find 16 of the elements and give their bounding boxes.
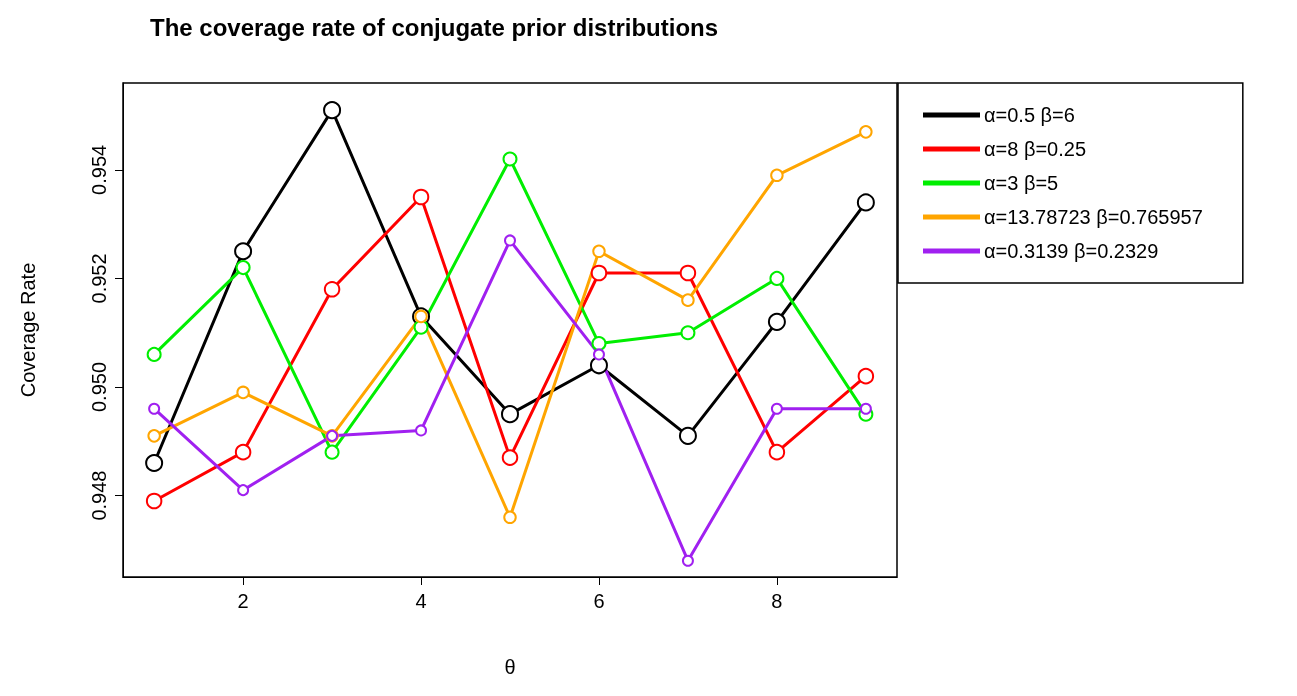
- legend-label: α=0.5 β=6: [984, 104, 1075, 126]
- legend-label: α=13.78723 β=0.765957: [984, 206, 1203, 228]
- x-tick-label: 8: [771, 590, 783, 612]
- y-axis-title: Coverage Rate: [17, 262, 39, 398]
- legend-label: α=0.3139 β=0.2329: [984, 240, 1159, 262]
- x-tick-label: 6: [593, 590, 605, 612]
- legend-label: α=3 β=5: [984, 172, 1059, 194]
- chart-title: The coverage rate of conjugate prior distributions: [150, 13, 719, 41]
- y-tick-label: 0.954: [88, 144, 110, 195]
- y-tick-label: 0.950: [88, 361, 110, 413]
- legend-label: α=8 β=0.25: [984, 138, 1087, 160]
- x-tick-label: 4: [415, 590, 427, 612]
- y-tick-label: 0.948: [88, 470, 110, 521]
- y-tick-label: 0.952: [88, 253, 110, 304]
- x-axis-title: θ: [504, 656, 516, 678]
- x-tick-label: 2: [237, 590, 249, 612]
